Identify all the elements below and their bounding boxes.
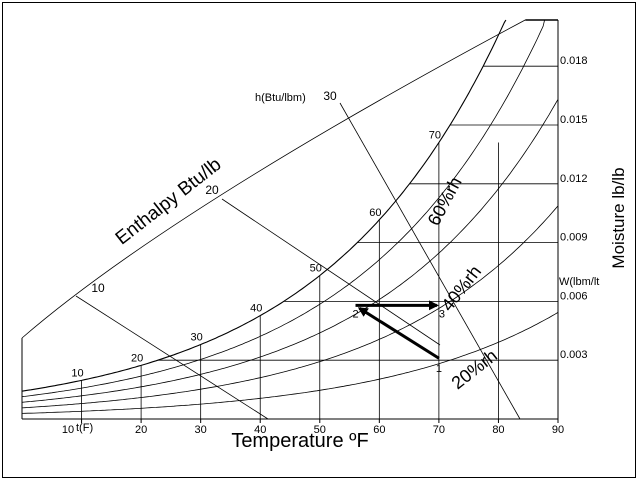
x-axis-title: Temperature ºF [231,430,368,452]
y-tick-label: 0.003 [560,349,588,361]
rh-label: 40%rh [437,262,485,315]
state-point-label: 3 [439,308,445,320]
rh-curve [21,312,559,414]
y-tick-label: 0.009 [560,232,588,244]
saturation-temp-label: 50 [310,263,322,275]
x-tick-label: 20 [135,424,147,436]
enthalpy-label: 10 [91,281,105,295]
enthalpy-axis-title: Enthalpy Btu/lb [112,154,226,249]
y-tick-label: 0.015 [560,114,588,126]
process-arrow-1-2 [357,307,440,360]
x-tick-label: 90 [552,424,564,436]
x-tick-label: 60 [373,424,385,436]
saturation-temp-label: 40 [250,303,262,315]
state-point-label: 1 [436,363,442,375]
y-tick-label: 0.018 [560,55,588,67]
y-tick-label: 0.006 [560,290,588,302]
x-tick-label: 50 [314,424,326,436]
grid-layer [21,19,559,423]
y-tick-label: 0.012 [560,173,588,185]
temp-unit-label: t(F) [76,422,93,434]
x-tick-label: 80 [492,424,504,436]
enthalpy-boundary [21,19,526,339]
saturation-temp-label: 30 [191,332,203,344]
x-tick-label: 70 [433,424,445,436]
x-tick-label: 40 [254,424,266,436]
saturation-temp-label: 10 [71,367,83,379]
saturation-temp-label: 60 [369,207,381,219]
x-tick-label: 10 [62,424,74,436]
enthalpy-line [221,198,441,346]
moisture-short-label: W(lbm/lt [559,276,599,288]
rh-label: 20%rh [448,345,501,393]
state-point-label: 2 [352,308,358,320]
enthalpy-line [75,295,269,420]
saturation-temp-label: 70 [429,130,441,142]
rh-label: 60%rh [424,174,466,229]
y-axis-title: Moisture lb/lb [609,167,628,268]
enthalpy-label: 30 [323,89,337,103]
curve-layer [21,19,559,414]
enthalpy-label: 20 [205,183,219,197]
rh-curve [21,205,559,409]
rh-curve [21,99,559,403]
rh-curve [21,19,507,392]
rh-curve [21,19,545,398]
enthalpy-short-label: h(Btu/lbm) [255,92,306,104]
x-tick-label: 30 [195,424,207,436]
process-arrows [355,300,440,360]
saturation-temp-label: 20 [131,352,143,364]
